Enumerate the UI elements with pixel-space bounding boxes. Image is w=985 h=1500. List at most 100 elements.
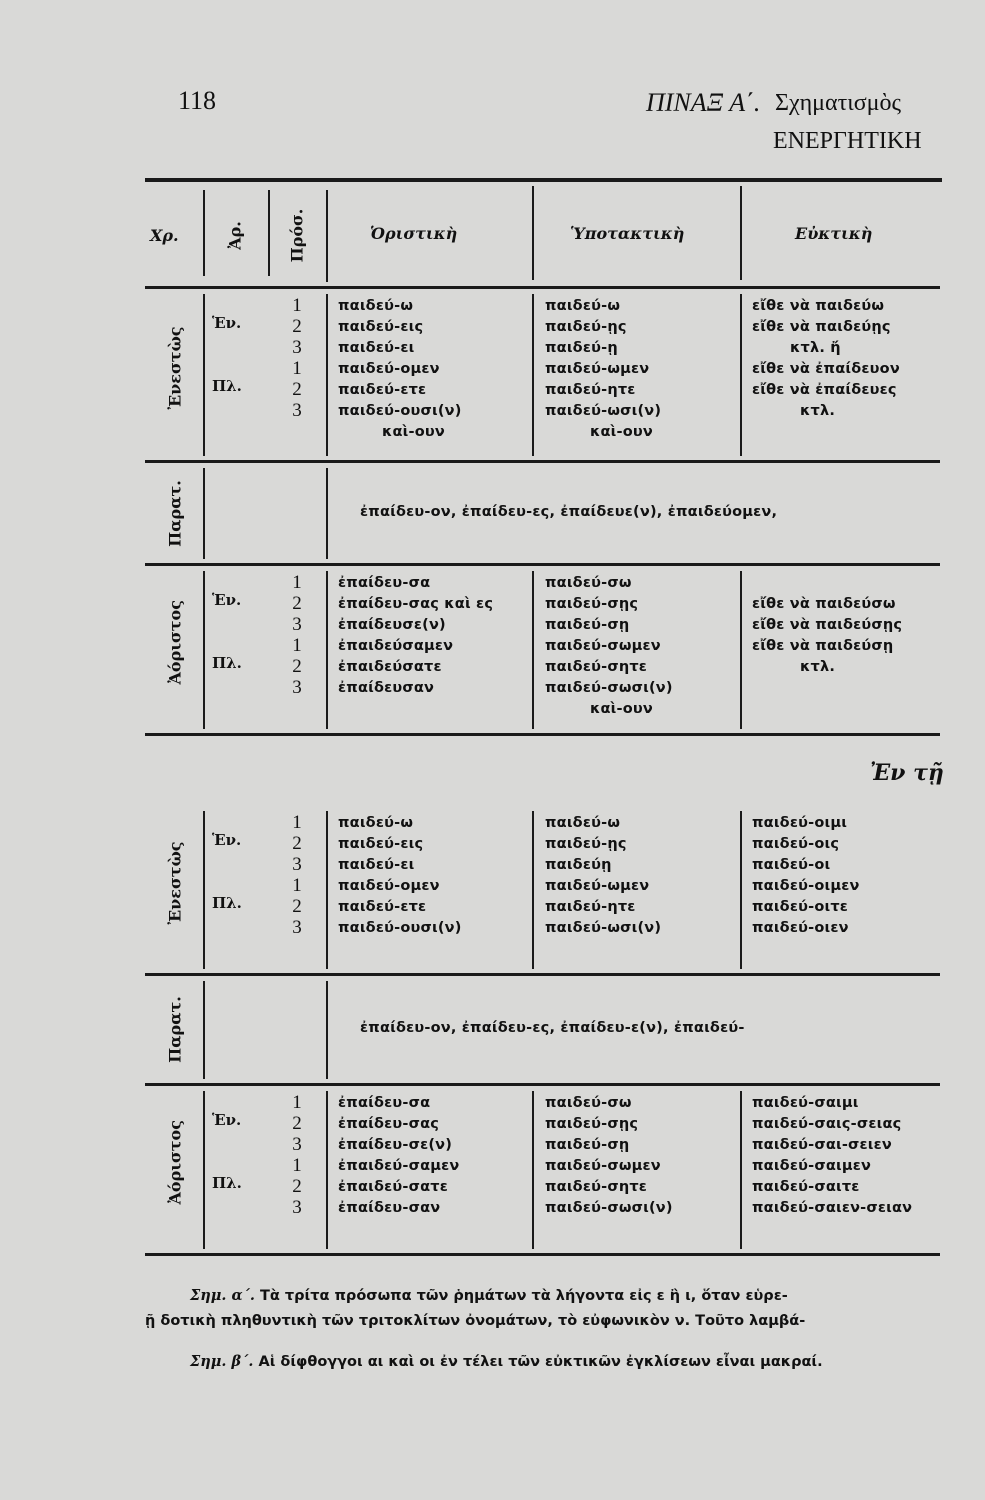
voice-subtitle: ΕΝΕΡΓΗΤΙΚΗ (773, 128, 922, 154)
person-number: 3 (292, 337, 302, 358)
optative-form: παιδεύ-οιμι (752, 815, 848, 831)
rule-v (532, 811, 534, 969)
note-line: Σημ. α΄. Τὰ τρίτα πρόσωπα τῶν ῥημάτων τὰ… (190, 1287, 788, 1304)
number-plural: Πλ. (212, 1174, 242, 1192)
person-number: 2 (292, 896, 302, 917)
indicative-form: παιδεύ-ουσι(ν) (338, 403, 462, 419)
tense-label: Ἐνεστὼς (165, 326, 185, 410)
subjunctive-form: παιδεύ-σωσι(ν) (545, 680, 673, 696)
subjunctive-form: παιδεύ-ωσι(ν) (545, 403, 662, 419)
person-number: 2 (292, 656, 302, 677)
note-text: ῇ δοτικὴ πληθυντικὴ τῶν τριτοκλίτων ὀνομ… (145, 1313, 806, 1329)
rule-v (326, 981, 328, 1079)
optative-form: εἴθε νὰ παιδεύῃς (752, 319, 891, 335)
note-line: ῇ δοτικὴ πληθυντικὴ τῶν τριτοκλίτων ὀνομ… (145, 1313, 805, 1329)
imperfect-forms: ἐπαίδευ-ον, ἐπαίδευ-ες, ἐπαίδευε(ν), ἐπα… (360, 503, 778, 520)
page-number: 118 (178, 86, 217, 115)
subjunctive-form: παιδεύ-ητε (545, 382, 636, 398)
person-number: 1 (292, 1155, 302, 1176)
person-number: 2 (292, 1113, 302, 1134)
indicative-form: ἐπαίδευ-σε(ν) (338, 1137, 453, 1153)
subjunctive-form: παιδεύ-ητε (545, 899, 636, 915)
indicative-form: καὶ-ουν (382, 424, 445, 440)
person-number: 3 (292, 1197, 302, 1218)
rule (145, 286, 940, 289)
rule-v (532, 1091, 534, 1249)
rule-v (740, 1091, 742, 1249)
header-number: Ἀρ. (225, 221, 245, 250)
rule-top (145, 178, 942, 182)
subjunctive-form: παιδεύ-σῃ (545, 1137, 630, 1153)
header-tense: Χρ. (150, 226, 179, 245)
optative-form: παιδεύ-οιμεν (752, 878, 860, 894)
rule-v (326, 190, 328, 282)
imperfect-forms: ἐπαίδευ-ον, ἐπαίδευ-ες, ἐπαίδευ-ε(ν), ἐπ… (360, 1020, 745, 1036)
indicative-form: ἐπαιδεύσατε (338, 659, 442, 675)
optative-form: παιδεύ-οι (752, 857, 831, 873)
rule-v (268, 190, 270, 276)
indicative-form: ἐπαίδευ-σα (338, 1095, 431, 1111)
indicative-form: ἐπαίδευσε(ν) (338, 617, 446, 633)
rule-v (326, 1091, 328, 1249)
rule (145, 1253, 940, 1256)
number-singular: Ἑν. (212, 831, 242, 849)
optative-form: παιδεύ-σαιμι (752, 1095, 859, 1111)
optative-form: παιδεύ-σαι-σειεν (752, 1137, 893, 1153)
indicative-form: ἐπαιδεύ-σατε (338, 1179, 448, 1195)
person-number: 1 (292, 875, 302, 896)
optative-form: παιδεύ-σαιεν-σειαν (752, 1200, 913, 1216)
person-number: 1 (292, 1092, 302, 1113)
rule-v (326, 811, 328, 969)
rule-v (740, 811, 742, 969)
subjunctive-form: παιδεύ-σωμεν (545, 1158, 661, 1174)
rule-v (326, 468, 328, 559)
person-number: 1 (292, 295, 302, 316)
subjunctive-form: παιδεύ-σωσι(ν) (545, 1200, 673, 1216)
subjunctive-form: παιδεύ-σω (545, 1095, 632, 1111)
subjunctive-form: παιδεύ-σητε (545, 659, 648, 675)
subjunctive-form: παιδεύ-ω (545, 815, 621, 831)
subjunctive-form: παιδεύῃ (545, 857, 612, 873)
indicative-form: ἐπαίδευσαν (338, 680, 435, 696)
indicative-form: παιδεύ-ω (338, 815, 414, 831)
person-number: 2 (292, 593, 302, 614)
optative-form: παιδεύ-οιεν (752, 920, 849, 936)
optative-form: εἴθε νὰ παιδεύσῃ (752, 638, 894, 654)
optative-form: κτλ. ἤ (790, 340, 841, 356)
indicative-form: ἐπαίδευ-σας καὶ ες (338, 596, 494, 612)
header-subjunctive: Ὑποτακτικὴ (570, 224, 685, 243)
subjunctive-form: παιδεύ-σητε (545, 1179, 648, 1195)
number-plural: Πλ. (212, 654, 242, 672)
rule-v (203, 571, 205, 729)
table-title: ΠΙΝΑΞ Α΄. (646, 88, 761, 117)
tense-label: Ἀόριστος (165, 1120, 185, 1205)
person-number: 2 (292, 833, 302, 854)
person-number: 3 (292, 677, 302, 698)
subjunctive-form: παιδεύ-ῃς (545, 836, 627, 852)
indicative-form: παιδεύ-ουσι(ν) (338, 920, 462, 936)
subjunctive-form: παιδεύ-ῃς (545, 319, 627, 335)
person-number: 3 (292, 1134, 302, 1155)
header-indicative: Ὁριστικὴ (370, 224, 458, 243)
number-plural: Πλ. (212, 894, 242, 912)
indicative-form: παιδεύ-εις (338, 836, 424, 852)
indicative-form: παιδεύ-ετε (338, 382, 427, 398)
section-break-label: Ἐν τῇ (870, 760, 944, 786)
indicative-form: παιδεύ-ομεν (338, 361, 440, 377)
rule-v (532, 186, 534, 280)
rule-v (203, 811, 205, 969)
rule (145, 460, 940, 463)
optative-form: κτλ. (800, 659, 836, 675)
optative-form: παιδεύ-σαις-σειας (752, 1116, 902, 1132)
number-singular: Ἑν. (212, 314, 242, 332)
number-plural: Πλ. (212, 377, 242, 395)
optative-form: εἴθε νὰ παιδεύσω (752, 596, 896, 612)
indicative-form: παιδεύ-ει (338, 340, 415, 356)
rule-v (532, 571, 534, 729)
rule-v (203, 1091, 205, 1249)
rule (145, 563, 940, 566)
person-number: 3 (292, 400, 302, 421)
rule (145, 1083, 940, 1086)
subjunctive-form: καὶ-ουν (590, 701, 653, 717)
subjunctive-form: παιδεύ-ωμεν (545, 361, 650, 377)
